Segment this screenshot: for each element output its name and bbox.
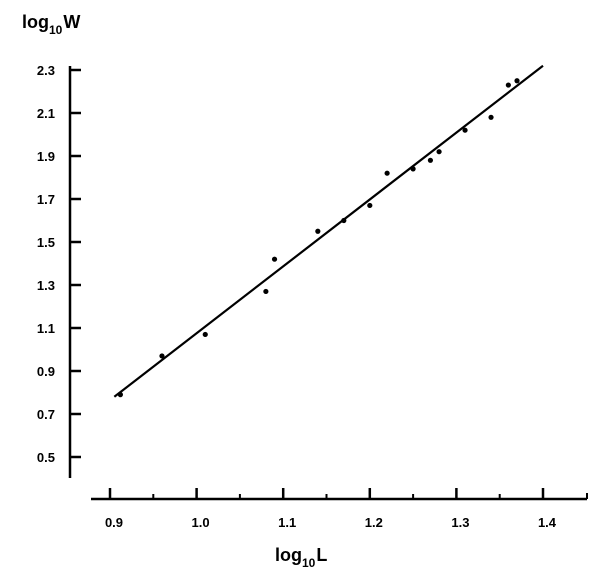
- data-point: [271, 256, 278, 262]
- x-axis: 0.9 1.0 1.1 1.2 1.3 1.4: [91, 488, 588, 530]
- y-tick-label: 2.3: [37, 63, 55, 78]
- x-tick-label: 0.9: [105, 515, 123, 530]
- y-tick-label: 1.7: [37, 192, 55, 207]
- data-point: [202, 331, 208, 338]
- y-tick-label: 0.5: [37, 450, 55, 465]
- x-tick-label: 1.0: [192, 515, 210, 530]
- y-tick-label: 1.1: [37, 321, 55, 336]
- data-point: [436, 149, 442, 155]
- data-point: [384, 170, 390, 176]
- data-point: [367, 202, 373, 209]
- data-point: [505, 82, 511, 88]
- x-tick-label: 1.3: [451, 515, 469, 530]
- y-axis: 2.3 2.1 1.9 1.7 1.5 1.3 1.1 0.9 0.7 0.5: [37, 63, 81, 478]
- y-tick-label: 1.3: [37, 278, 55, 293]
- y-tick-label: 0.7: [37, 407, 55, 422]
- x-tick-label: 1.4: [538, 515, 557, 530]
- y-tick-label: 0.9: [37, 364, 55, 379]
- data-point: [514, 78, 520, 84]
- plot-area: [113, 64, 544, 398]
- x-axis-label: log10L: [275, 545, 327, 570]
- data-point: [263, 288, 269, 295]
- data-point: [159, 353, 165, 359]
- x-tick-label: 1.2: [365, 515, 383, 530]
- y-tick-label: 1.9: [37, 149, 55, 164]
- y-tick-label: 1.5: [37, 235, 55, 250]
- data-point: [315, 228, 321, 234]
- y-axis-label: log10W: [22, 12, 80, 37]
- data-point: [488, 114, 494, 120]
- fitted-line: [113, 64, 544, 398]
- y-tick-label: 2.1: [37, 106, 55, 121]
- data-point: [427, 157, 434, 163]
- x-tick-label: 1.1: [278, 515, 296, 530]
- data-point: [462, 127, 468, 133]
